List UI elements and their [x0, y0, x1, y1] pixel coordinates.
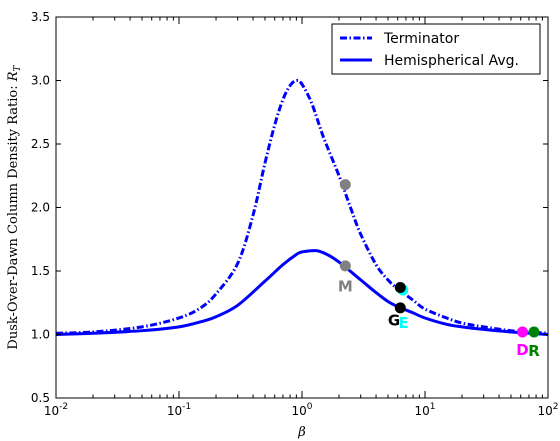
x-tick-label: 10-2 [44, 402, 68, 418]
x-tick-label: 101 [414, 402, 435, 418]
point-annotation-g: G [388, 312, 400, 330]
y-tick-label: 3.0 [31, 74, 50, 88]
point-annotation-m: M [338, 277, 353, 295]
x-tick-label: 102 [537, 402, 558, 418]
data-point-marker [339, 260, 351, 272]
y-tick-label: 1.5 [31, 264, 50, 278]
data-point-marker [339, 179, 351, 191]
point-annotation-e: E [398, 314, 408, 332]
legend-label-terminator: Terminator [383, 31, 459, 47]
y-tick-label: 0.5 [31, 391, 50, 405]
series-line-hemispherical-avg [56, 249, 548, 336]
x-tick-label: 100 [291, 402, 312, 418]
data-point-marker [394, 302, 406, 314]
legend: Terminator Hemispherical Avg. [331, 23, 541, 75]
x-tick-label: 10-1 [167, 402, 191, 418]
x-axis-label: β [297, 425, 306, 440]
data-point-marker [394, 282, 406, 294]
legend-label-hemispherical-avg: Hemispherical Avg. [384, 53, 519, 69]
data-point-marker [516, 326, 528, 338]
y-tick-label: 2.5 [31, 137, 50, 151]
data-point-marker [528, 326, 540, 338]
series-line-terminator [56, 78, 548, 335]
y-tick-label: 3.5 [31, 10, 50, 24]
point-annotation-r: R [528, 342, 540, 360]
y-axis-label: Dusk-Over-Dawn Column Density Ratio: RT [6, 64, 23, 349]
point-annotation-d: D [516, 341, 528, 359]
y-tick-label: 1.0 [31, 328, 50, 342]
legend-box [331, 23, 541, 75]
y-tick-label: 2.0 [31, 201, 50, 215]
